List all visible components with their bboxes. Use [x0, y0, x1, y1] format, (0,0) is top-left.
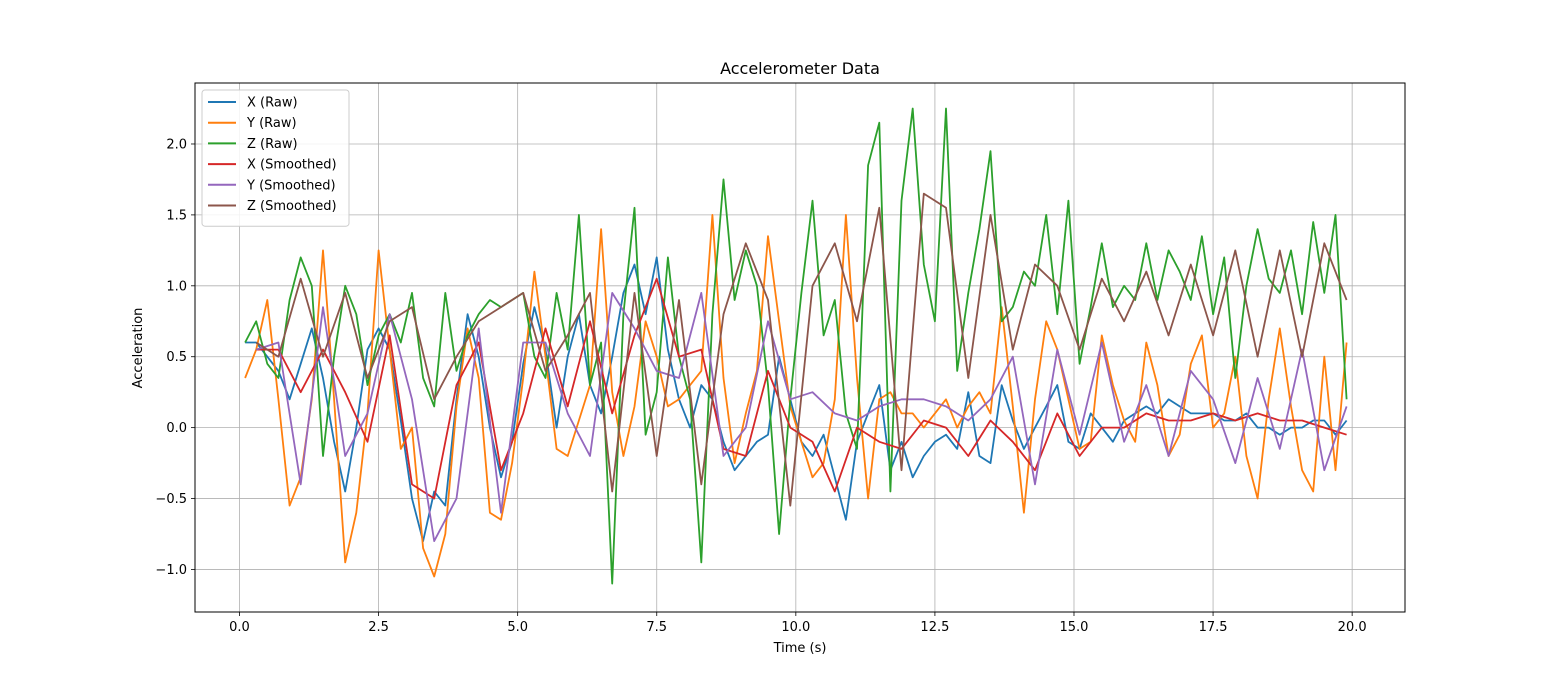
x-tick-label: 12.5: [920, 620, 949, 635]
series-line-z-smoothed: [255, 192, 1348, 507]
series-line-x-raw: [245, 256, 1348, 542]
y-tick-label: −0.5: [155, 492, 187, 507]
y-tick-label: 1.0: [166, 279, 187, 294]
x-tick-label: 5.0: [507, 620, 528, 635]
plot-frame: [194, 82, 1406, 613]
x-tick-label: 2.5: [368, 620, 389, 635]
x-tick-label: 17.5: [1199, 620, 1228, 635]
legend-box: [201, 89, 350, 227]
chart-title: Accelerometer Data: [720, 59, 880, 78]
x-tick-label: 15.0: [1060, 620, 1089, 635]
axis-ticks: 0.0 2.5 5.0 7.5 10.0 12.5 15.0 17.5 20.0 −1.0 −0.5…: [155, 137, 1366, 635]
x-tick-label: 7.5: [646, 620, 667, 635]
y-tick-label: 0.5: [166, 350, 187, 365]
legend-label-y-smoothed: Y (Smoothed): [246, 178, 336, 193]
legend: X (Raw) Y (Raw) Z (Raw) X (Smoothed) Y (Smoo…: [201, 89, 350, 227]
legend-label-x-smoothed: X (Smoothed): [247, 158, 337, 173]
y-tick-label: 0.0: [166, 421, 187, 436]
x-tick-label: 20.0: [1338, 620, 1367, 635]
series-line-z-raw: [244, 107, 1348, 585]
legend-label-y-raw: Y (Raw): [246, 116, 297, 131]
y-tick-label: −1.0: [155, 563, 187, 578]
x-axis-label: Time (s): [773, 641, 827, 656]
legend-label-z-smoothed: Z (Smoothed): [247, 199, 337, 214]
y-axis-label: Acceleration: [131, 308, 146, 389]
grid-lines: [195, 83, 1405, 612]
x-tick-label: 10.0: [781, 620, 810, 635]
legend-label-x-raw: X (Raw): [247, 96, 298, 111]
series-line-x-smoothed: [256, 277, 1347, 500]
y-tick-label: 1.5: [166, 208, 187, 223]
series-lines: [244, 107, 1348, 585]
series-line-y-raw: [244, 213, 1348, 578]
legend-label-z-raw: Z (Raw): [247, 137, 298, 152]
y-tick-label: 2.0: [166, 137, 187, 152]
x-tick-label: 0.0: [229, 620, 250, 635]
